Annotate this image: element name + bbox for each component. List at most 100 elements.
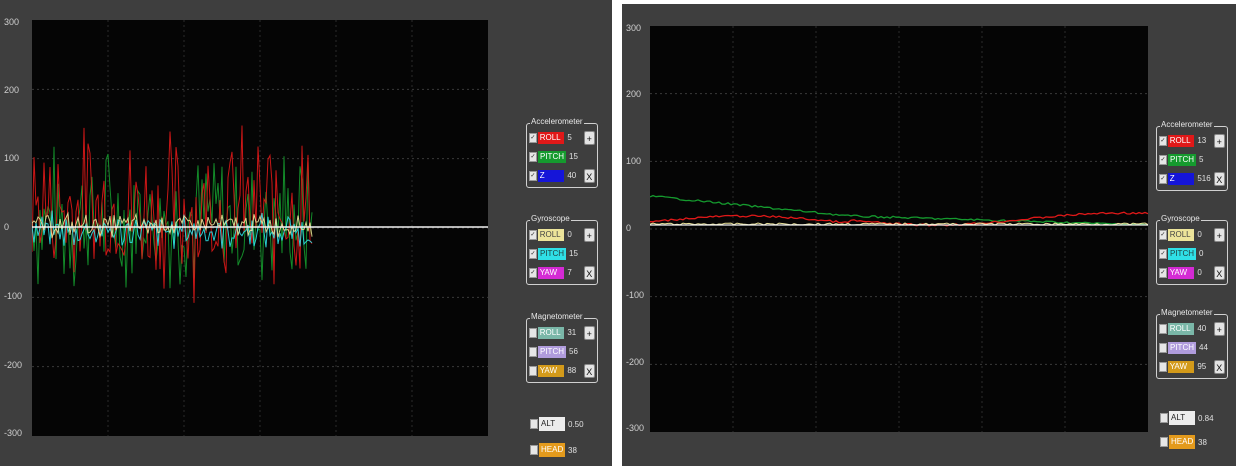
pitch-value: 44 [1199, 343, 1208, 352]
yaw-checkbox[interactable] [1159, 361, 1167, 372]
alt-checkbox[interactable] [1160, 413, 1168, 423]
yaw-checkbox[interactable]: ✓ [529, 267, 537, 278]
roll-value: 0 [567, 230, 572, 239]
roll-value: 31 [567, 328, 577, 337]
y-tick-label: -100 [626, 290, 645, 300]
head-row: HEAD 38 [1160, 434, 1214, 450]
close-button[interactable]: X [583, 265, 595, 280]
alt-row: ALT 0.50 [530, 416, 584, 432]
yaw-label: YAW [1167, 360, 1195, 373]
accelerometer-title: Accelerometer [1160, 120, 1214, 129]
pitch-value: 15 [569, 249, 578, 258]
y-tick-label: -200 [4, 360, 23, 370]
head-row: HEAD 38 [530, 442, 584, 458]
pitch-label: PITCH [1168, 153, 1196, 166]
signal-trace [32, 211, 313, 239]
pitch-checkbox[interactable]: ✓ [1159, 248, 1167, 259]
close-button[interactable]: X [1213, 265, 1225, 280]
roll-label: ROLL [537, 326, 565, 339]
plus-button[interactable]: + [1213, 133, 1225, 148]
magnetometer-panel: Magnetometer ROLL 40 + PITCH 44 YAW 95 X [1156, 308, 1228, 379]
roll-value: 5 [567, 133, 572, 142]
roll-checkbox[interactable]: ✓ [1159, 229, 1167, 240]
z-checkbox[interactable]: ✓ [1159, 173, 1167, 184]
roll-value: 40 [1197, 324, 1207, 333]
signal-trace [32, 125, 313, 303]
roll-checkbox[interactable] [1159, 323, 1167, 334]
roll-value: 0 [1197, 230, 1202, 239]
yaw-value: 7 [567, 268, 572, 277]
roll-checkbox[interactable]: ✓ [1159, 135, 1167, 146]
magnetometer-title: Magnetometer [530, 312, 584, 321]
roll-label: ROLL [537, 131, 565, 144]
close-button[interactable]: X [1213, 171, 1225, 186]
gyroscope-title: Gyroscope [530, 214, 571, 223]
z-checkbox[interactable]: ✓ [529, 170, 537, 181]
roll-label: ROLL [1167, 134, 1195, 147]
accelerometer-title: Accelerometer [530, 117, 584, 126]
pitch-checkbox[interactable]: ✓ [529, 151, 537, 162]
z-value: 40 [567, 171, 577, 180]
z-label: Z [537, 169, 565, 182]
plot-canvas [32, 20, 488, 436]
head-checkbox[interactable] [1160, 437, 1168, 447]
pitch-checkbox[interactable] [529, 346, 537, 357]
pitch-checkbox[interactable]: ✓ [1159, 154, 1167, 165]
pitch-checkbox[interactable] [1159, 342, 1167, 353]
yaw-value: 95 [1197, 362, 1207, 371]
y-tick-label: 100 [4, 153, 20, 163]
sensor-window-right: 300 200 100 0 -100 -200 -300 Acceleromet… [622, 4, 1236, 466]
close-button[interactable]: X [1213, 359, 1225, 374]
alt-label: ALT [1169, 411, 1195, 425]
z-label: Z [1167, 172, 1195, 185]
y-tick-label: -200 [626, 357, 645, 367]
close-button[interactable]: X [583, 363, 595, 378]
yaw-value: 0 [1197, 268, 1202, 277]
y-tick-label: 0 [626, 223, 632, 233]
pitch-checkbox[interactable]: ✓ [529, 248, 537, 259]
roll-value: 13 [1197, 136, 1207, 145]
alt-checkbox[interactable] [530, 419, 538, 429]
plus-button[interactable]: + [583, 130, 595, 145]
alt-value: 0.84 [1198, 413, 1214, 423]
yaw-checkbox[interactable] [529, 365, 537, 376]
gyroscope-panel: Gyroscope ✓ ROLL 0 + ✓ PITCH 15 ✓ YAW 7 … [526, 214, 598, 285]
signal-trace [650, 194, 1148, 226]
yaw-checkbox[interactable]: ✓ [1159, 267, 1167, 278]
plus-button[interactable]: + [1213, 321, 1225, 336]
roll-checkbox[interactable] [529, 327, 537, 338]
pitch-label: PITCH [1168, 341, 1196, 354]
gyroscope-title: Gyroscope [1160, 214, 1201, 223]
yaw-label: YAW [537, 364, 565, 377]
pitch-value: 56 [569, 347, 578, 356]
close-button[interactable]: X [583, 168, 595, 183]
plus-button[interactable]: + [583, 325, 595, 340]
y-tick-label: 200 [4, 85, 20, 95]
y-tick-label: 300 [4, 17, 20, 27]
roll-label: ROLL [1167, 322, 1195, 335]
accelerometer-panel: Accelerometer ✓ ROLL 13 + ✓ PITCH 5 ✓ Z … [1156, 120, 1228, 191]
head-checkbox[interactable] [530, 445, 538, 455]
alt-label: ALT [539, 417, 565, 431]
magnetometer-title: Magnetometer [1160, 308, 1214, 317]
pitch-value: 0 [1199, 249, 1204, 258]
head-label: HEAD [539, 443, 565, 457]
pitch-label: PITCH [1168, 247, 1196, 260]
accelerometer-panel: Accelerometer ✓ ROLL 5 + ✓ PITCH 15 ✓ Z … [526, 117, 598, 188]
z-value: 516 [1197, 174, 1211, 183]
gyroscope-panel: Gyroscope ✓ ROLL 0 + ✓ PITCH 0 ✓ YAW 0 X [1156, 214, 1228, 285]
y-tick-label: 100 [626, 156, 642, 166]
plus-button[interactable]: + [583, 227, 595, 242]
head-label: HEAD [1169, 435, 1195, 449]
roll-label: ROLL [1167, 228, 1195, 241]
plus-button[interactable]: + [1213, 227, 1225, 242]
y-tick-label: 0 [4, 222, 10, 232]
plot-canvas [650, 26, 1148, 432]
alt-value: 0.50 [568, 419, 584, 429]
roll-checkbox[interactable]: ✓ [529, 132, 537, 143]
y-tick-label: -300 [626, 423, 645, 433]
roll-checkbox[interactable]: ✓ [529, 229, 537, 240]
head-value: 38 [1198, 437, 1207, 447]
head-value: 38 [568, 445, 577, 455]
yaw-label: YAW [537, 266, 565, 279]
